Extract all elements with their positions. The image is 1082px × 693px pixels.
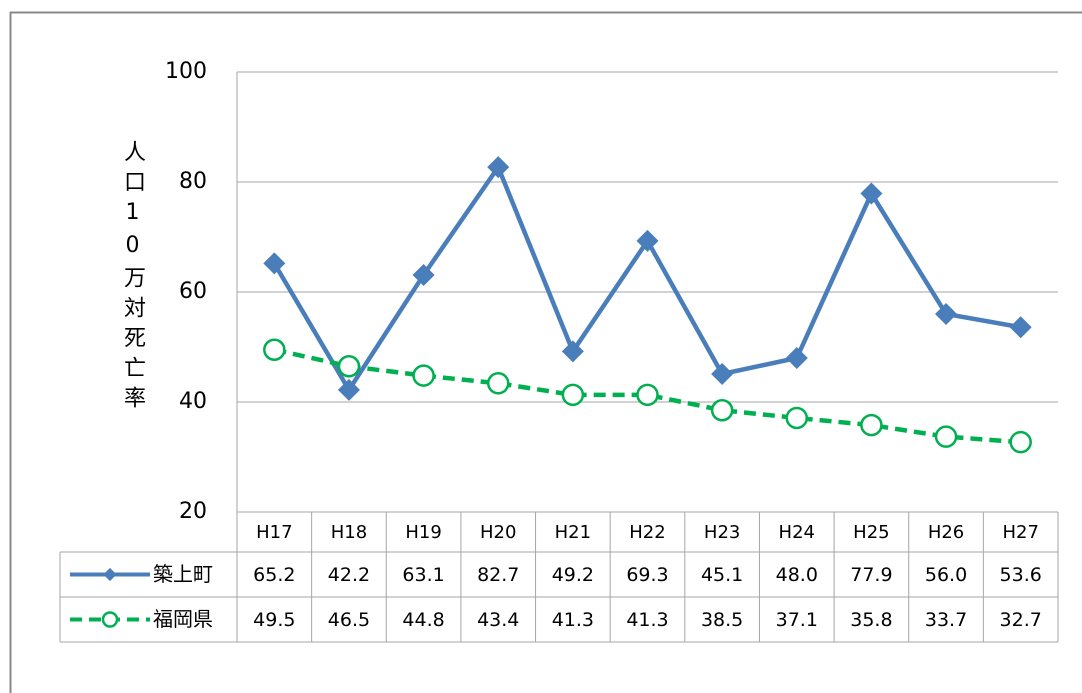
table-value: 46.5 [328, 609, 370, 631]
x-tick-label: H18 [331, 522, 367, 543]
legend-label: 福岡県 [153, 607, 213, 631]
table-value: 56.0 [925, 564, 967, 586]
data-point [710, 399, 734, 422]
data-point [1009, 430, 1032, 454]
data-point [785, 406, 809, 430]
table-value: 41.3 [626, 609, 668, 631]
x-tick-label: H21 [555, 522, 591, 543]
data-point [337, 355, 361, 378]
table-value: 49.2 [552, 564, 594, 586]
data-point [785, 347, 808, 369]
x-tick-label: H20 [480, 522, 516, 543]
data-point [636, 229, 659, 252]
table-value: 43.4 [477, 609, 519, 631]
table-value: 65.2 [253, 564, 295, 586]
data-point [561, 340, 584, 363]
data-point [412, 263, 435, 286]
data-point [636, 383, 659, 407]
data-point [561, 383, 585, 407]
table-value: 45.1 [701, 564, 743, 586]
data-point [412, 364, 435, 387]
table-value: 41.3 [552, 609, 594, 631]
table-value: 44.8 [402, 609, 444, 631]
data-point [337, 378, 360, 401]
legend-key-marker [101, 611, 119, 628]
table-value: 33.7 [925, 609, 967, 631]
data-point [263, 252, 286, 275]
data-point [934, 425, 958, 448]
y-tick-label: 100 [165, 59, 207, 84]
x-tick-label: H25 [853, 522, 889, 543]
data-point [263, 338, 286, 361]
legend-key-marker [103, 567, 117, 582]
data-point [487, 156, 510, 179]
table-value: 77.9 [850, 564, 892, 586]
data-point [860, 182, 883, 205]
table-value: 69.3 [626, 564, 668, 586]
table-value: 35.8 [850, 609, 892, 631]
table-value: 63.1 [402, 564, 444, 586]
y-tick-label: 80 [179, 169, 207, 194]
table-value: 53.6 [1000, 564, 1042, 586]
data-point [860, 413, 883, 437]
table-value: 32.7 [1000, 609, 1042, 631]
x-tick-label: H22 [629, 522, 665, 543]
data-point [935, 303, 958, 325]
table-value: 48.0 [776, 564, 818, 586]
y-tick-label: 60 [179, 279, 207, 304]
y-axis-label: 人口10万対死亡率 [120, 140, 145, 416]
table-value: 38.5 [701, 609, 743, 631]
x-tick-label: H17 [256, 522, 292, 543]
series-line [273, 347, 1021, 445]
y-tick-label: 20 [179, 499, 207, 524]
x-tick-label: H26 [928, 522, 964, 543]
table-value: 42.2 [328, 564, 370, 586]
data-point [711, 362, 734, 385]
series-line [272, 162, 1022, 395]
y-tick-label: 40 [179, 389, 207, 414]
table-value: 49.5 [253, 609, 295, 631]
table-value: 37.1 [776, 609, 818, 631]
x-tick-label: H24 [779, 522, 815, 543]
legend-label: 築上町 [153, 562, 213, 586]
data-point [486, 372, 510, 395]
table-value: 82.7 [477, 564, 519, 586]
x-tick-label: H23 [704, 522, 740, 543]
x-tick-label: H27 [1002, 522, 1038, 543]
x-tick-label: H19 [405, 522, 441, 543]
data-point [1009, 316, 1032, 339]
